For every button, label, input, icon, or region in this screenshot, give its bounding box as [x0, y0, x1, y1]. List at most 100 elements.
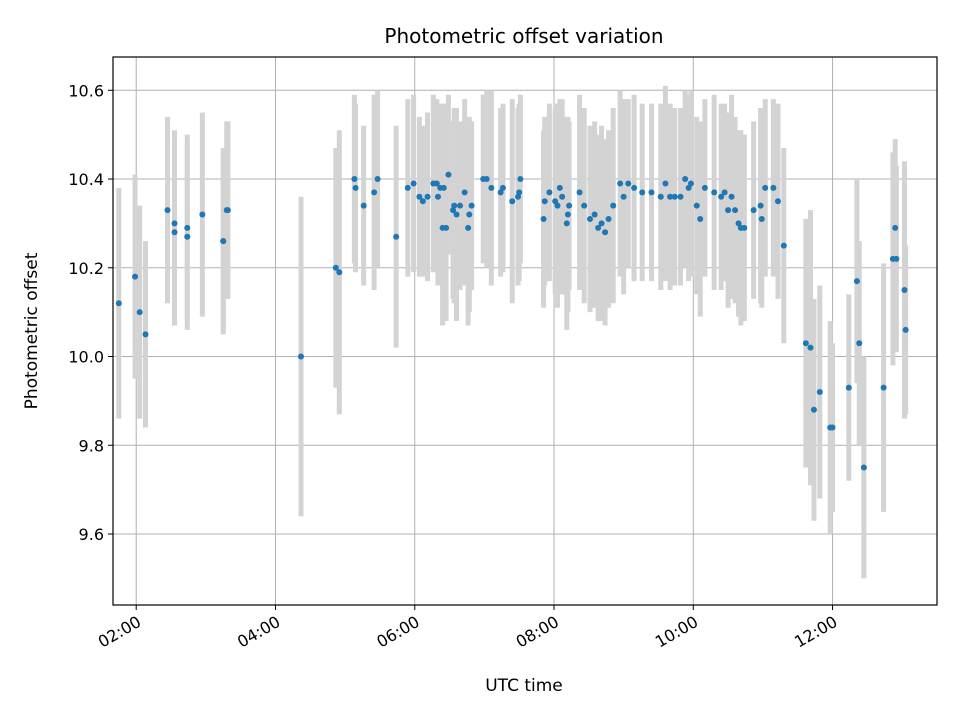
data-point [901, 286, 908, 293]
data-point [586, 215, 593, 222]
data-point [775, 198, 782, 205]
data-point [499, 184, 506, 191]
data-point [445, 171, 452, 178]
data-point [732, 207, 739, 214]
data-point [497, 189, 504, 196]
data-point [667, 193, 674, 200]
plot-area-frame [112, 56, 938, 606]
data-point [631, 184, 638, 191]
data-point [410, 180, 417, 187]
y-axis-label: Photometric offset [22, 252, 42, 409]
data-point [701, 184, 708, 191]
y-tick-label: 9.6 [79, 525, 104, 544]
data-point [605, 215, 612, 222]
data-point [671, 193, 678, 200]
data-point [184, 233, 191, 240]
data-point [576, 189, 583, 196]
x-axis-label: UTC time [485, 676, 563, 696]
data-point [132, 273, 139, 280]
data-point [682, 176, 689, 183]
chart-title: Photometric offset variation [384, 24, 663, 48]
data-point [517, 176, 524, 183]
x-tick-label: 06:00 [373, 612, 422, 652]
x-axis: 02:00 04:00 06:00 08:00 10:00 12:00 [95, 605, 841, 652]
data-point [336, 269, 343, 276]
data-point [360, 202, 367, 209]
data-point [142, 331, 149, 338]
data-point [687, 180, 694, 187]
data-points [115, 171, 909, 471]
data-point [220, 238, 227, 245]
data-point [816, 389, 823, 396]
data-point [856, 340, 863, 347]
data-point [721, 189, 728, 196]
data-point [115, 300, 122, 307]
data-point [540, 215, 547, 222]
data-point [224, 207, 231, 214]
data-point [199, 211, 206, 218]
data-point [758, 215, 765, 222]
data-point [595, 224, 602, 231]
data-point [610, 202, 617, 209]
data-point [853, 278, 860, 285]
data-point [563, 220, 570, 227]
data-point [780, 242, 787, 249]
data-point [893, 255, 900, 262]
data-point [662, 180, 669, 187]
data-point [845, 384, 852, 391]
data-point [509, 198, 516, 205]
data-point [451, 202, 458, 209]
data-point [757, 202, 764, 209]
data-point [657, 193, 664, 200]
data-point [457, 202, 464, 209]
data-point [541, 198, 548, 205]
data-point [810, 406, 817, 413]
data-point [685, 184, 692, 191]
y-tick-label: 10.6 [68, 81, 104, 100]
data-point [483, 176, 490, 183]
x-tick-label: 12:00 [791, 612, 840, 652]
data-point [351, 176, 358, 183]
data-point [424, 193, 431, 200]
data-point [892, 224, 899, 231]
data-point [171, 220, 178, 227]
data-point [598, 220, 605, 227]
data-point [443, 224, 450, 231]
data-point [728, 193, 735, 200]
data-point [516, 189, 523, 196]
data-point [433, 180, 440, 187]
data-point [693, 202, 700, 209]
data-point [468, 202, 475, 209]
data-point [581, 202, 588, 209]
y-tick-label: 9.8 [79, 436, 104, 455]
x-tick-label: 04:00 [234, 612, 283, 652]
data-point [770, 184, 777, 191]
data-point [697, 215, 704, 222]
y-tick-label: 10.2 [68, 259, 104, 278]
data-point [136, 309, 143, 316]
data-point [171, 229, 178, 236]
data-point [393, 233, 400, 240]
data-point [902, 326, 909, 333]
data-point [639, 189, 646, 196]
data-point [556, 184, 563, 191]
x-tick-label: 08:00 [513, 612, 562, 652]
data-point [620, 193, 627, 200]
data-point [711, 189, 718, 196]
data-point [164, 207, 171, 214]
data-point [374, 176, 381, 183]
data-point [419, 198, 426, 205]
data-point [564, 211, 571, 218]
data-point [802, 340, 809, 347]
data-point [554, 202, 561, 209]
data-point [461, 189, 468, 196]
data-point [453, 211, 460, 218]
data-point [371, 189, 378, 196]
data-point [625, 180, 632, 187]
data-point [648, 189, 655, 196]
data-point [466, 211, 473, 218]
y-tick-label: 10.0 [68, 348, 104, 367]
data-point [298, 353, 305, 360]
data-point [602, 229, 609, 236]
